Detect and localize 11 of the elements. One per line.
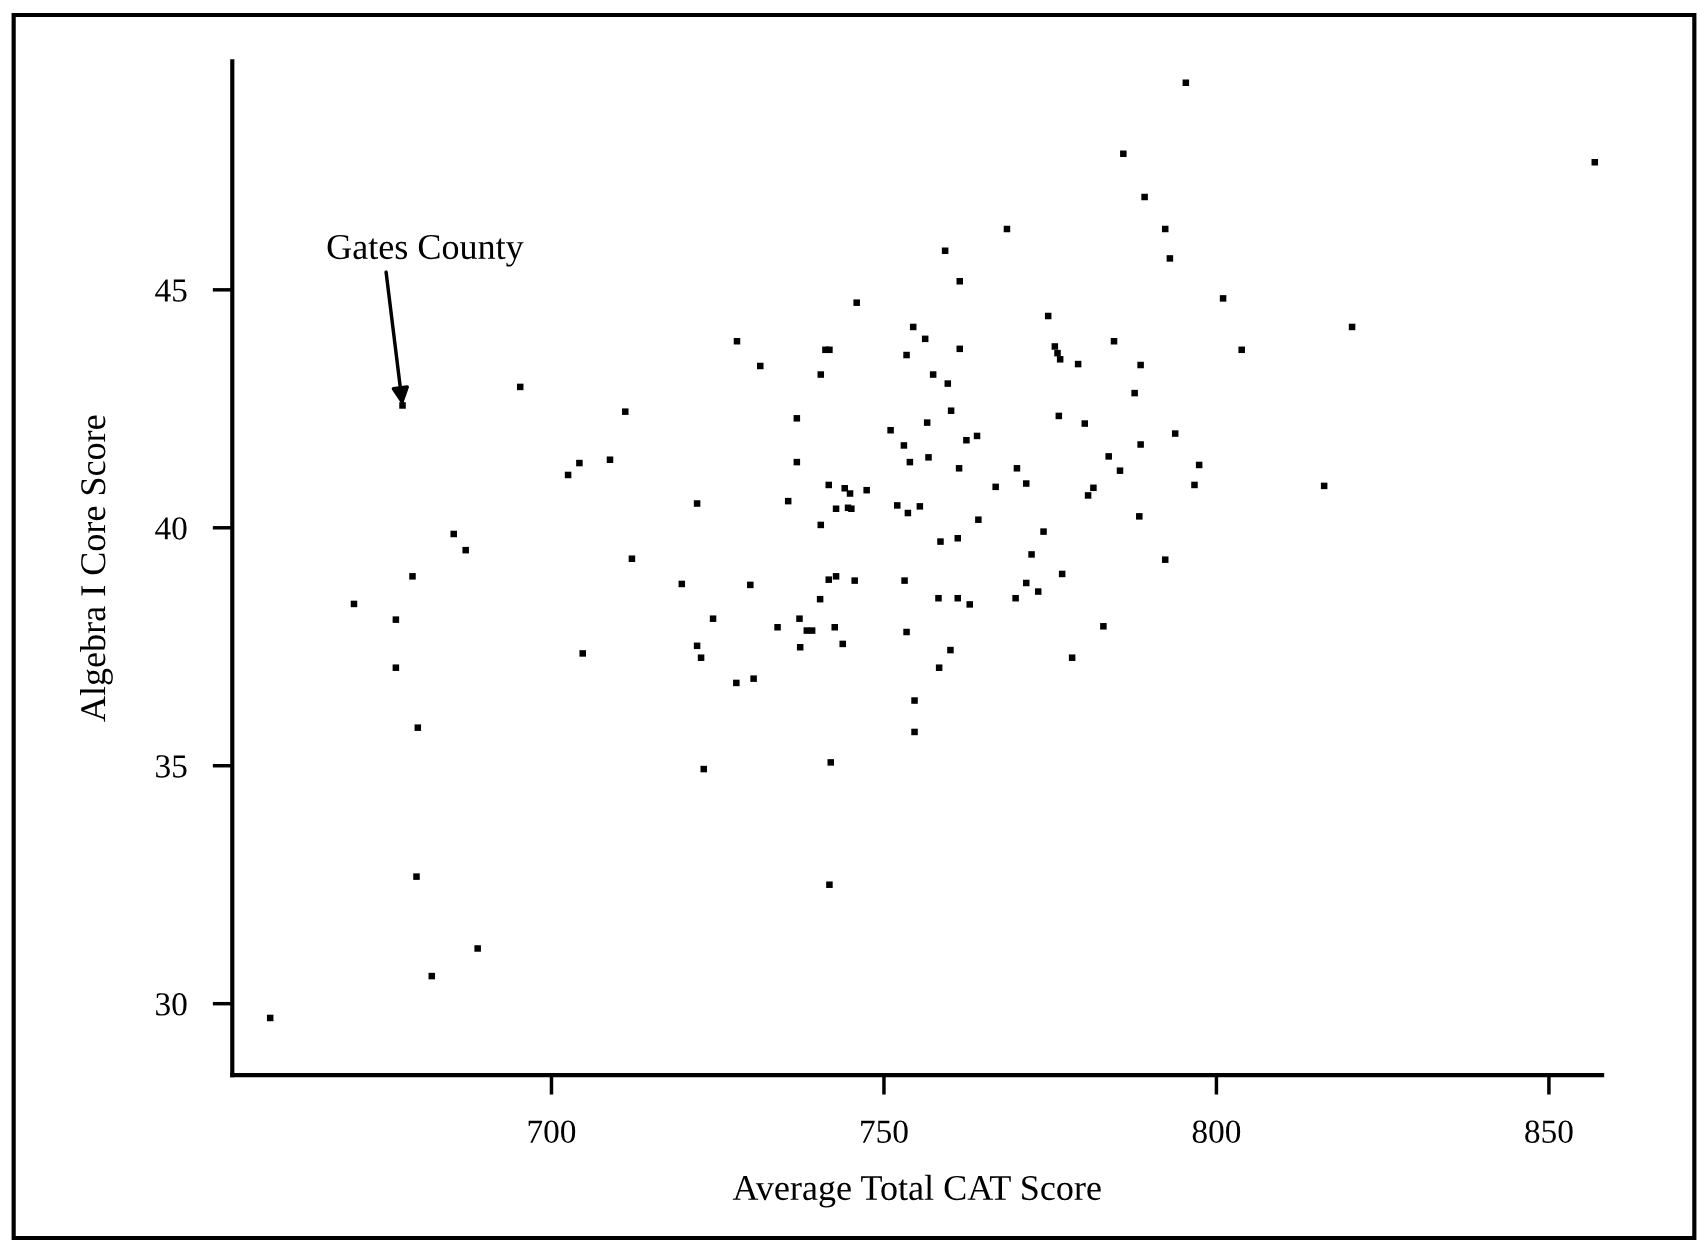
y-tick-label: 40 <box>155 517 187 540</box>
x-tick-label: 700 <box>528 1120 576 1143</box>
x-tick-label: 850 <box>1525 1120 1573 1143</box>
y-tick-label: 30 <box>156 993 187 1016</box>
x-axis-title: Average Total CAT Score <box>732 1174 1101 1208</box>
y-tick-label: 45 <box>155 279 187 302</box>
y-tick-label: 35 <box>156 755 187 778</box>
annotation: Gates County <box>327 234 524 267</box>
x-tick-label: 800 <box>1192 1120 1241 1143</box>
x-tick-label: 750 <box>861 1120 908 1143</box>
y-axis-title: Algebra I Core Score <box>79 415 113 722</box>
